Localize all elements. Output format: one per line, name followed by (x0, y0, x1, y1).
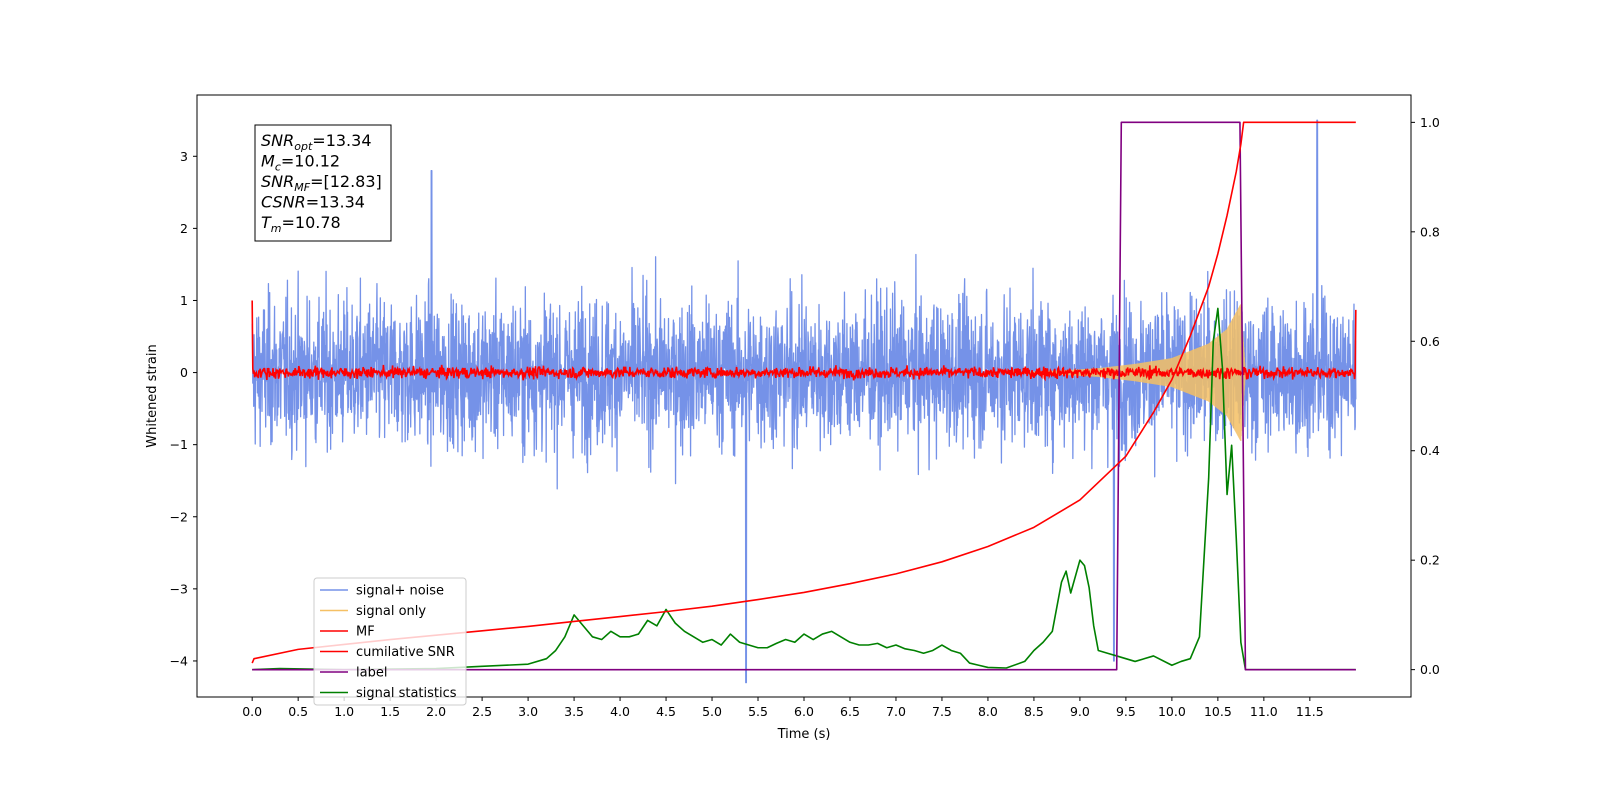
y-right-tick-label: 0.4 (1420, 443, 1440, 458)
y-left-tick-label: −1 (170, 437, 188, 452)
legend-label: MF (356, 625, 375, 640)
x-tick-label: 0.5 (288, 704, 308, 719)
x-axis-label: Time (s) (777, 727, 831, 742)
x-tick-label: 9.0 (1070, 704, 1090, 719)
info-line: SNRMF=[12.83] (261, 172, 382, 194)
y-axis-right: 1.0 0.8 0.6 0.4 0.2 0.0 (1411, 115, 1440, 677)
x-tick-label: 5.5 (748, 704, 768, 719)
x-tick-label: 11.0 (1250, 704, 1278, 719)
info-line: Mc=10.12 (261, 152, 340, 174)
info-box: SNRopt=13.34Mc=10.12SNRMF=[12.83]CSNR=13… (254, 124, 392, 242)
y-left-tick-label: 1 (180, 293, 188, 308)
x-tick-label: 4.5 (656, 704, 676, 719)
y-right-tick-label: 1.0 (1420, 115, 1440, 130)
legend-label: signal+ noise (356, 584, 444, 599)
x-tick-label: 0.0 (242, 704, 262, 719)
x-tick-label: 8.0 (978, 704, 998, 719)
x-tick-label: 10.0 (1158, 704, 1186, 719)
x-tick-label: 1.5 (380, 704, 400, 719)
legend-label: signal statistics (356, 686, 457, 701)
y-right-tick-label: 0.6 (1420, 334, 1440, 349)
x-tick-label: 4.0 (610, 704, 630, 719)
series-signal-noise (251, 119, 1357, 684)
legend-label: label (356, 666, 387, 681)
x-axis: 0.0 0.5 1.0 1.5 2.0 2.5 3.0 3.5 4.0 4.5 5.0 5.5 6.0 6… (242, 697, 1324, 719)
y-right-tick-label: 0.2 (1420, 553, 1440, 568)
y-left-tick-label: 2 (180, 221, 188, 236)
y-left-tick-label: −3 (170, 581, 188, 596)
info-box-frame (254, 124, 392, 242)
info-line: SNRopt=13.34 (261, 131, 372, 153)
series-label (252, 121, 1356, 671)
y-left-tick-label: −2 (170, 509, 188, 524)
y-right-tick-label: 0.8 (1420, 224, 1440, 239)
y-right-tick-label: 0.0 (1420, 662, 1440, 677)
x-tick-label: 10.5 (1204, 704, 1232, 719)
legend-label: cumilative SNR (356, 645, 455, 660)
y-left-tick-label: 3 (180, 149, 188, 164)
y-axis-left: 3 2 1 0 −1 −2 −3 −4 (170, 149, 197, 668)
x-tick-label: 2.5 (472, 704, 492, 719)
x-tick-label: 8.5 (1024, 704, 1044, 719)
x-tick-label: 5.0 (702, 704, 722, 719)
x-tick-label: 3.0 (518, 704, 538, 719)
x-tick-label: 2.0 (426, 704, 446, 719)
series-signal-statistics (252, 307, 1356, 671)
x-tick-label: 9.5 (1116, 704, 1136, 719)
info-line: Tm=10.78 (261, 213, 341, 235)
y-left-tick-label: 0 (180, 365, 188, 380)
y-axis-label: Whitened strain (145, 344, 160, 447)
series-mf (251, 300, 1357, 382)
x-tick-label: 7.5 (932, 704, 952, 719)
legend: signal+ noise signal only MF cumilative SNR… (313, 577, 467, 706)
x-tick-label: 7.0 (886, 704, 906, 719)
legend-label: signal only (356, 604, 426, 619)
x-tick-label: 1.0 (334, 704, 354, 719)
x-tick-label: 11.5 (1296, 704, 1324, 719)
y-left-tick-label: −4 (170, 653, 188, 668)
legend-frame (313, 577, 467, 706)
x-tick-label: 6.0 (794, 704, 814, 719)
x-tick-label: 6.5 (840, 704, 860, 719)
x-tick-label: 3.5 (564, 704, 584, 719)
info-line: CSNR=13.34 (261, 193, 365, 212)
